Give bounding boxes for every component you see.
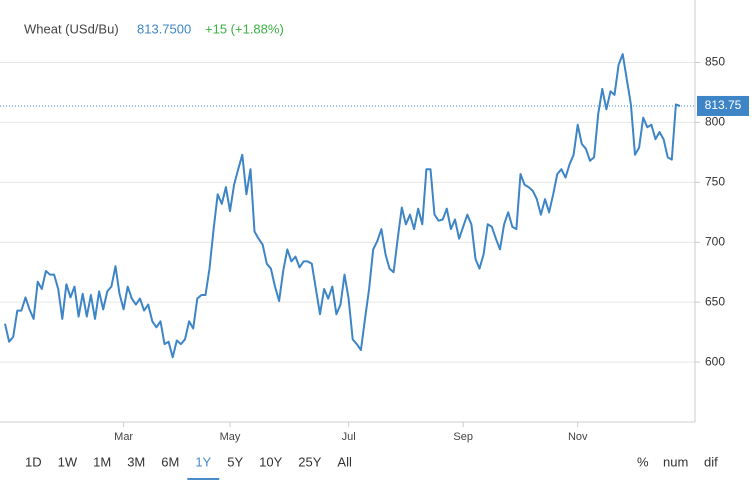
y-tick-label: 850 — [705, 55, 725, 69]
y-tick-label: 650 — [705, 294, 725, 308]
x-tick-label: Nov — [568, 431, 588, 443]
y-tick-label: 600 — [705, 354, 725, 368]
current-label: 813.75 — [705, 98, 742, 112]
y-tick-label: 700 — [705, 234, 725, 248]
range-button[interactable]: 25Y — [298, 454, 321, 469]
x-tick-label: Mar — [114, 431, 133, 443]
mode-button[interactable]: num — [663, 454, 688, 469]
range-button[interactable]: 10Y — [259, 454, 282, 469]
change: +15 (+1.88%) — [205, 21, 284, 36]
range-button[interactable]: 1D — [25, 454, 42, 469]
x-tick-label: May — [220, 431, 241, 443]
range-button[interactable]: 1W — [58, 454, 78, 469]
y-tick-label: 750 — [705, 175, 725, 189]
x-tick-label: Jul — [342, 431, 356, 443]
mode-button[interactable]: dif — [704, 454, 718, 469]
range-button[interactable]: All — [337, 454, 352, 469]
mode-button[interactable]: % — [637, 454, 649, 469]
range-button[interactable]: 1Y — [195, 454, 211, 469]
range-button[interactable]: 5Y — [227, 454, 243, 469]
range-button[interactable]: 1M — [93, 454, 111, 469]
y-tick-label: 800 — [705, 115, 725, 129]
chart-title: Wheat (USd/Bu) — [24, 21, 119, 36]
range-button[interactable]: 3M — [127, 454, 145, 469]
price-line — [4, 53, 681, 359]
range-button[interactable]: 6M — [161, 454, 179, 469]
current-label-box — [697, 95, 749, 116]
price: 813.7500 — [137, 21, 191, 36]
x-tick-label: Sep — [453, 431, 473, 443]
